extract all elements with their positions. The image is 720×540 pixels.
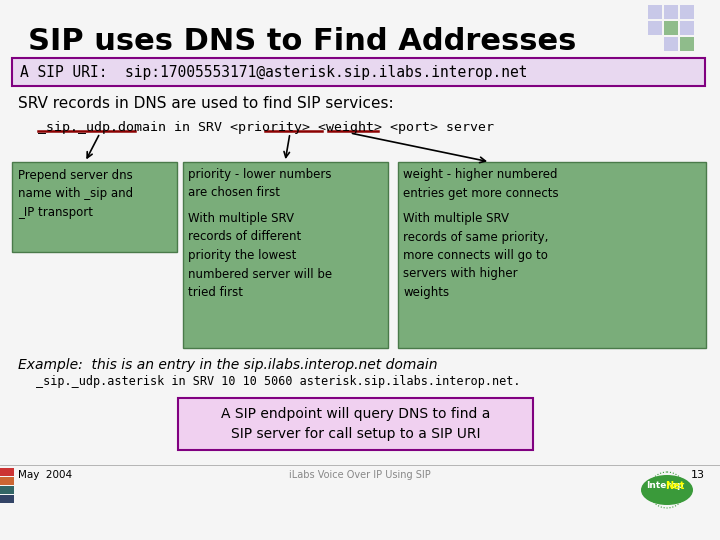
Text: Net: Net: [665, 481, 685, 491]
Bar: [648, 21, 662, 35]
Text: Interop: Interop: [647, 482, 684, 490]
Bar: [0, 477, 14, 485]
Bar: [183, 162, 388, 348]
Bar: [178, 398, 533, 450]
Bar: [0, 495, 14, 503]
Text: _sip._udp.asterisk in SRV 10 10 5060 asterisk.sip.ilabs.interop.net.: _sip._udp.asterisk in SRV 10 10 5060 ast…: [36, 375, 521, 388]
Ellipse shape: [641, 475, 693, 505]
Text: SRV records in DNS are used to find SIP services:: SRV records in DNS are used to find SIP …: [18, 96, 394, 111]
Text: With multiple SRV
records of different
priority the lowest
numbered server will : With multiple SRV records of different p…: [188, 212, 332, 299]
Bar: [398, 162, 706, 348]
Bar: [12, 58, 705, 86]
Bar: [664, 37, 678, 51]
Bar: [12, 162, 177, 252]
Bar: [0, 468, 14, 476]
Text: Labs: Labs: [656, 492, 678, 502]
Text: weight - higher numbered
entries get more connects: weight - higher numbered entries get mor…: [403, 168, 559, 199]
Text: May  2004: May 2004: [18, 470, 72, 480]
Bar: [680, 5, 694, 19]
Bar: [680, 21, 694, 35]
Text: priority - lower numbers
are chosen first: priority - lower numbers are chosen firs…: [188, 168, 331, 199]
Text: A SIP endpoint will query DNS to find a
SIP server for call setup to a SIP URI: A SIP endpoint will query DNS to find a …: [221, 407, 490, 441]
Text: Prepend server dns
name with _sip and
_IP transport: Prepend server dns name with _sip and _I…: [18, 169, 133, 219]
Bar: [680, 37, 694, 51]
Text: SIP uses DNS to Find Addresses: SIP uses DNS to Find Addresses: [28, 28, 577, 57]
Text: 13: 13: [691, 470, 705, 480]
Bar: [664, 21, 678, 35]
Bar: [648, 5, 662, 19]
Text: With multiple SRV
records of same priority,
more connects will go to
servers wit: With multiple SRV records of same priori…: [403, 212, 549, 299]
Text: iLabs Voice Over IP Using SIP: iLabs Voice Over IP Using SIP: [289, 470, 431, 480]
Text: A SIP URI:  sip:17005553171@asterisk.sip.ilabs.interop.net: A SIP URI: sip:17005553171@asterisk.sip.…: [20, 64, 528, 79]
Bar: [0, 486, 14, 494]
Bar: [664, 5, 678, 19]
Text: Example:  this is an entry in the sip.ilabs.interop.net domain: Example: this is an entry in the sip.ila…: [18, 358, 438, 372]
Text: _sip._udp.domain in SRV <priority> <weight> <port> server: _sip._udp.domain in SRV <priority> <weig…: [38, 120, 494, 133]
